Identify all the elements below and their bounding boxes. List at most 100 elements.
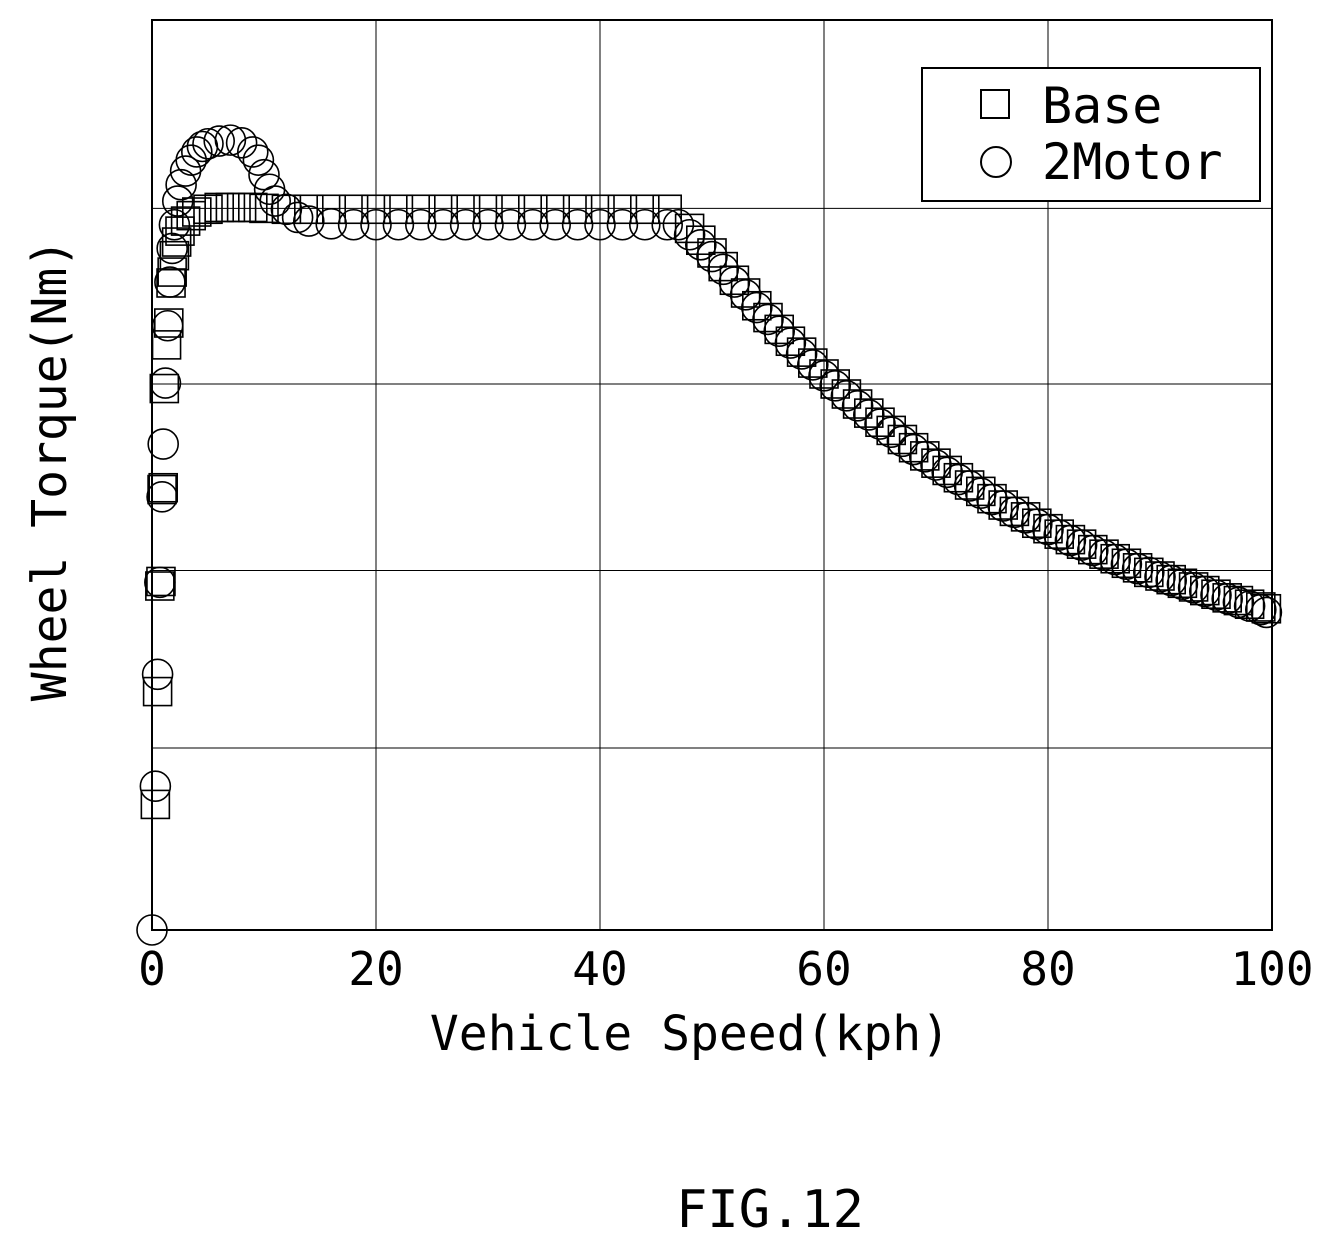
- motor2-point: [292, 205, 325, 237]
- motor2-point: [931, 456, 964, 489]
- base-point: [764, 314, 795, 345]
- base-point: [517, 194, 548, 225]
- motor2-point: [449, 208, 482, 241]
- motor2-point: [785, 338, 818, 370]
- base-point: [1234, 589, 1265, 620]
- base-point: [786, 337, 817, 367]
- motor2-point: [830, 380, 863, 412]
- base-point: [831, 379, 862, 409]
- motor2-point: [1233, 590, 1266, 622]
- motor2-point: [156, 232, 188, 265]
- motor2-point: [1009, 501, 1042, 534]
- base-point: [428, 194, 459, 225]
- motor2-point: [161, 185, 194, 217]
- motor2-point: [175, 144, 207, 176]
- motor2-point: [673, 218, 706, 251]
- motor2-point: [242, 144, 275, 176]
- base-point: [271, 194, 302, 225]
- base-point: [215, 192, 246, 223]
- motor2-point: [707, 253, 740, 286]
- series-2motor: [136, 124, 1283, 946]
- motor2-point: [987, 490, 1020, 522]
- motor2-point: [139, 770, 172, 803]
- base-point: [540, 194, 571, 225]
- motor2-point: [628, 208, 661, 241]
- motor2-point: [841, 390, 874, 422]
- motor2-point: [1177, 572, 1210, 604]
- legend-circle-marker: [980, 146, 1012, 178]
- base-point: [797, 348, 828, 378]
- x-tick-label: 20: [348, 942, 403, 996]
- x-axis-title: Vehicle Speed(kph): [430, 1006, 950, 1062]
- motor2-point: [852, 399, 885, 431]
- motor2-point: [315, 208, 348, 240]
- motor2-point: [147, 428, 179, 460]
- motor2-point: [149, 367, 182, 399]
- motor2-point: [774, 327, 807, 359]
- motor2-point: [516, 208, 549, 241]
- base-point: [193, 194, 223, 225]
- base-point: [820, 369, 851, 399]
- base-point: [741, 290, 772, 321]
- base-point: [809, 359, 839, 389]
- motor2-point: [561, 208, 594, 241]
- base-point: [898, 432, 929, 463]
- base-point: [753, 302, 783, 333]
- x-tick-label: 0: [138, 942, 166, 996]
- motor2-point: [729, 279, 762, 311]
- motor2-point: [360, 208, 392, 241]
- legend-box: [921, 67, 1261, 202]
- motor2-point: [942, 463, 975, 496]
- motor2-point: [165, 168, 197, 201]
- motor2-point: [494, 208, 527, 241]
- motor2-point: [248, 158, 280, 191]
- series-layer: [136, 124, 1283, 946]
- motor2-point: [1121, 552, 1154, 585]
- motor2-point: [908, 440, 941, 473]
- motor2-point: [696, 240, 728, 273]
- motor2-point: [1166, 568, 1199, 601]
- y-axis-title: Wheel Torque(Nm): [22, 239, 78, 701]
- base-point: [473, 194, 503, 225]
- x-tick-label: 100: [1230, 942, 1313, 996]
- motor2-point: [763, 315, 796, 348]
- motor2-point: [1250, 596, 1283, 629]
- base-point: [405, 194, 436, 225]
- base-point: [887, 424, 918, 455]
- base-point: [149, 373, 180, 404]
- motor2-point: [472, 208, 504, 241]
- motor2-point: [875, 416, 908, 449]
- motor2-point: [1021, 508, 1053, 540]
- base-point: [249, 193, 279, 224]
- base-point: [562, 194, 593, 225]
- base-point: [293, 194, 324, 225]
- legend-label-2motor: 2Motor: [1042, 133, 1223, 191]
- legend-square-marker: [980, 89, 1010, 119]
- motor2-point: [1211, 582, 1243, 615]
- motor2-point: [819, 370, 852, 402]
- motor2-point: [651, 208, 684, 241]
- motor2-point: [1155, 564, 1187, 597]
- base-point: [842, 389, 873, 419]
- base-point: [450, 194, 481, 225]
- base-point: [151, 330, 182, 360]
- base-point: [383, 194, 414, 225]
- motor2-point: [539, 208, 572, 241]
- motor2-point: [158, 208, 191, 241]
- base-point: [865, 407, 895, 438]
- motor2-point: [1222, 586, 1255, 619]
- base-point: [142, 676, 173, 707]
- motor2-point: [897, 433, 930, 466]
- base-point: [585, 194, 615, 225]
- legend: Base 2Motor: [921, 67, 1261, 202]
- base-point: [495, 194, 526, 225]
- motor2-point: [146, 481, 178, 513]
- base-point: [226, 192, 257, 223]
- motor2-point: [259, 185, 292, 217]
- motor2-point: [225, 127, 258, 159]
- base-point: [853, 398, 884, 428]
- legend-label-base: Base: [1042, 77, 1162, 135]
- motor2-point: [214, 124, 247, 156]
- motor2-point: [154, 266, 186, 298]
